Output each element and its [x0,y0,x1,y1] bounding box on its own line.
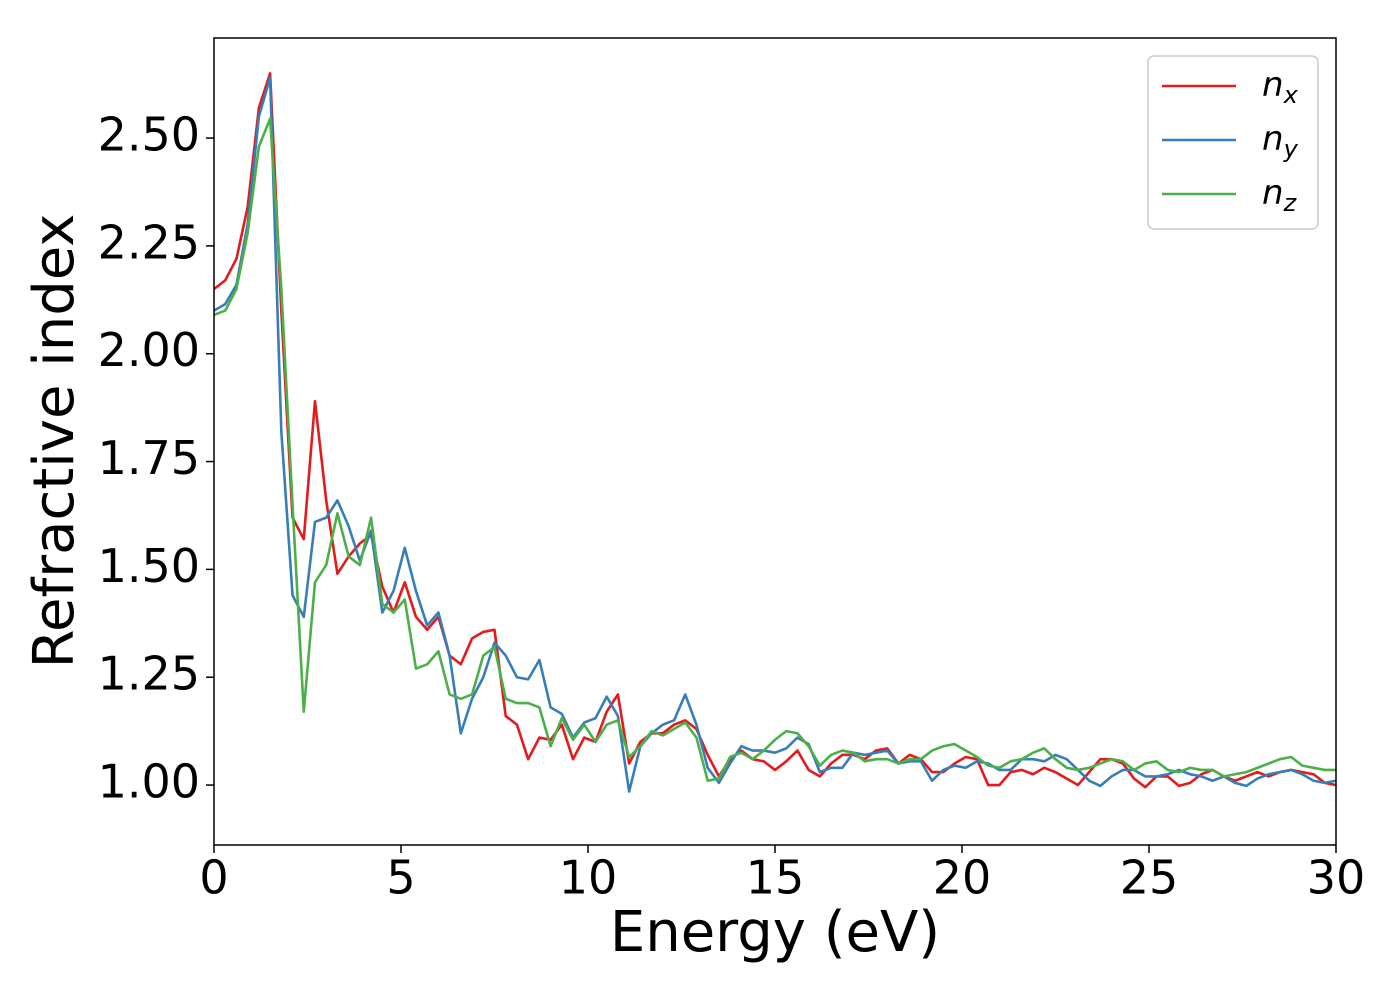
line-series [214,72,1336,789]
y-tick-label: 1.75 [98,431,200,485]
y-axis-label: Refractive index [22,214,87,669]
legend-label: nx [1262,65,1299,110]
legend-label-sub: z [1283,189,1298,217]
x-tick-label: 20 [933,851,992,905]
legend-label-sub: x [1283,81,1299,109]
legend-label: nz [1262,173,1298,218]
x-axis-label: Energy (eV) [610,900,940,965]
x-tick-label: 0 [199,851,228,905]
y-tick-label: 2.00 [98,323,200,377]
x-tick-label: 10 [559,851,618,905]
line-series [214,117,1336,783]
x-tick-label: 25 [1120,851,1179,905]
legend-box [1147,55,1319,230]
x-tick-label: 30 [1307,851,1366,905]
y-tick-label: 1.25 [98,647,200,701]
line-series [214,76,1336,793]
legend-label-main: n [1262,173,1284,213]
legend-label-sub: y [1283,135,1299,163]
y-tick-label: 2.25 [98,215,200,269]
legend-label: ny [1262,119,1299,164]
legend-label-main: n [1262,65,1284,105]
legend-label-main: n [1262,119,1284,159]
x-tick-label: 5 [386,851,415,905]
y-tick-label: 2.50 [98,108,200,162]
plot-frame [213,37,1337,846]
y-tick-label: 1.50 [98,539,200,593]
y-tick-label: 1.00 [98,755,200,809]
x-tick-label: 15 [746,851,805,905]
